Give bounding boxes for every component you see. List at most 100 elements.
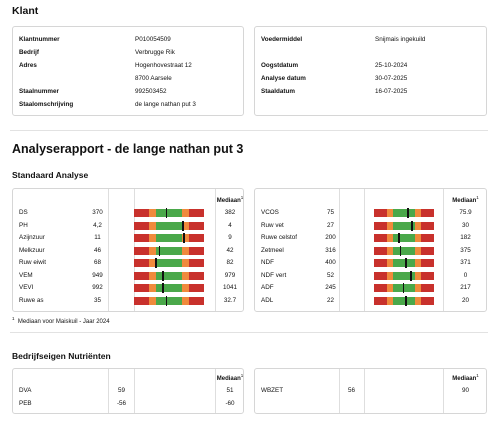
gauge-marker — [158, 245, 161, 256]
gauge-segment-orange — [149, 246, 156, 255]
gauge-segment-orange — [387, 246, 393, 255]
table-row: PH 4,2 4 — [13, 220, 243, 232]
gauge-segment-red — [134, 271, 150, 280]
gauge-marker — [183, 233, 185, 243]
gauge-segment-green — [392, 221, 416, 230]
gauge-segment-orange — [387, 284, 393, 292]
analysis-name: Melkzuur — [19, 246, 45, 254]
analysis-name: NDF — [261, 259, 274, 266]
gauge-segment-orange — [182, 271, 189, 280]
analysis-value: 27 — [326, 221, 334, 229]
gauge-segment-red — [188, 221, 204, 230]
analysis-name: ADL — [261, 296, 274, 304]
gauge-segment-green — [392, 234, 416, 242]
median-value: 371 — [460, 259, 471, 266]
analysis-name: ADF — [261, 284, 274, 291]
analysis-value: 992 — [92, 284, 103, 291]
gauge-segment-green — [155, 221, 183, 230]
analysis-name: Ruwe celstof — [261, 234, 298, 241]
gauge-segment-orange — [182, 296, 189, 305]
median-value: 0 — [463, 271, 468, 279]
gauge-segment-red — [374, 209, 388, 217]
mediaan-header: Mediaan1 — [452, 373, 479, 382]
gauge-segment-red — [374, 259, 388, 267]
klant-card-right: Voedermiddel Snijmais ingekuild Oogstdatum… — [254, 26, 487, 116]
nutrient-name: DVA — [19, 387, 32, 394]
gauge-segment-orange — [387, 259, 393, 267]
table-row: Ruw vet 27 30 — [255, 220, 486, 232]
analysis-value: 52 — [326, 271, 334, 279]
gauge-segment-red — [134, 259, 150, 267]
median-value: 4 — [228, 221, 232, 229]
gauge-segment-orange — [182, 209, 189, 217]
gauge-bar — [134, 233, 204, 243]
col-divider — [443, 189, 444, 311]
gauge-segment-red — [420, 246, 434, 255]
median-value: 75.9 — [459, 209, 472, 216]
gauge-marker — [402, 283, 405, 293]
median-value: 1041 — [222, 284, 237, 291]
footnote: 1 Mediaan voor Maiskuil - Jaar 2024 — [12, 316, 110, 325]
gauge-segment-green — [155, 271, 183, 280]
mediaan-header: Mediaan1 — [216, 373, 244, 382]
info-value: de lange nathan put 3 — [135, 101, 196, 108]
table-row: Ruw eiwit 68 82 — [13, 257, 243, 269]
median-value: 82 — [226, 259, 234, 266]
gauge-segment-orange — [182, 221, 189, 230]
gauge-bar — [134, 245, 204, 256]
col-divider — [364, 189, 365, 311]
gauge-bar — [374, 220, 434, 231]
col-divider — [443, 369, 444, 413]
gauge-marker — [165, 295, 168, 306]
gauge-segment-orange — [387, 221, 393, 230]
gauge-segment-orange — [387, 209, 393, 217]
gauge-bar — [134, 258, 204, 268]
nutrient-value: 59 — [117, 387, 125, 394]
analysis-value: 400 — [325, 259, 336, 266]
analysis-name: Ruw vet — [261, 221, 284, 229]
table-row: Ruwe as 35 32.7 — [13, 295, 243, 307]
gauge-segment-green — [392, 259, 416, 267]
table-row: VEM 949 979 — [13, 270, 243, 282]
gauge-segment-orange — [149, 284, 156, 292]
gauge-bar — [374, 283, 434, 293]
gauge-segment-red — [374, 284, 388, 292]
analysis-value: 4,2 — [93, 221, 102, 229]
gauge-marker — [411, 220, 413, 231]
gauge-segment-red — [188, 234, 204, 242]
gauge-bar — [134, 295, 204, 306]
gauge-bar — [374, 208, 434, 218]
analysis-value: 11 — [94, 234, 101, 241]
median-value: 9 — [228, 234, 232, 241]
analysis-value: 46 — [93, 246, 101, 254]
mediaan-header: Mediaan1 — [216, 195, 244, 204]
analysis-name: Ruw eiwit — [19, 259, 46, 266]
info-label: Oogstdatum — [261, 62, 299, 69]
info-row: Staalomschrijving de lange nathan put 3 — [13, 100, 243, 110]
info-value: P010054509 — [135, 36, 171, 43]
gauge-marker — [399, 245, 402, 256]
gauge-bar — [134, 220, 204, 231]
nutrient-value: 56 — [347, 387, 355, 394]
gauge-segment-red — [188, 246, 204, 255]
col-divider — [134, 369, 135, 413]
info-row: Analyse datum 30-07-2025 — [255, 74, 486, 84]
gauge-marker — [162, 270, 164, 281]
info-label: Analyse datum — [261, 75, 306, 82]
col-divider — [215, 189, 216, 311]
divider — [10, 332, 488, 333]
gauge-segment-red — [134, 284, 150, 292]
gauge-segment-green — [155, 259, 183, 267]
gauge-segment-red — [134, 234, 150, 242]
analysis-value: 316 — [325, 246, 336, 254]
median-value: 375 — [460, 246, 471, 254]
gauge-marker — [398, 233, 400, 243]
analysis-name: NDF vert — [261, 271, 287, 279]
analysis-value: 35 — [93, 296, 101, 304]
gauge-segment-red — [134, 209, 150, 217]
gauge-segment-green — [392, 271, 416, 280]
gauge-segment-orange — [387, 234, 393, 242]
gauge-segment-red — [188, 209, 204, 217]
analysis-value: 200 — [325, 234, 336, 241]
median-value: 182 — [460, 234, 471, 241]
